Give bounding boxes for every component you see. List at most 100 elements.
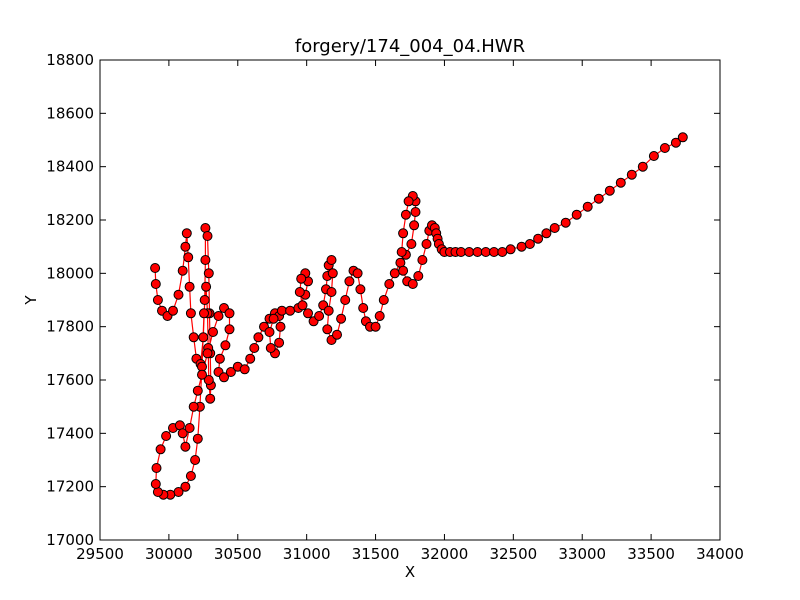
x-tick-label: 33000 <box>558 545 606 563</box>
data-point <box>253 332 264 343</box>
data-point <box>203 268 214 279</box>
x-tick-label: 29500 <box>76 545 124 563</box>
data-point <box>615 177 626 188</box>
data-point <box>264 327 275 337</box>
data-point <box>161 431 172 441</box>
data-point <box>677 132 688 143</box>
data-point <box>183 252 194 263</box>
data-point <box>505 244 516 255</box>
data-marks <box>150 132 688 500</box>
data-point <box>332 329 342 340</box>
y-tick-label: 17600 <box>46 371 94 389</box>
axes-frame <box>99 59 721 541</box>
data-point <box>327 268 338 279</box>
data-point <box>205 393 216 404</box>
data-point <box>200 255 211 265</box>
data-point <box>314 311 325 321</box>
data-point <box>197 369 207 380</box>
data-point <box>285 305 296 316</box>
y-tick-label: 18600 <box>46 104 94 122</box>
data-point <box>249 343 260 353</box>
data-point <box>541 228 552 239</box>
data-point <box>417 255 428 265</box>
data-point <box>192 385 203 396</box>
data-point <box>185 308 196 319</box>
data-point <box>201 281 212 292</box>
y-tick-label: 18000 <box>46 264 94 282</box>
data-point <box>497 247 508 257</box>
data-point <box>173 487 184 497</box>
data-point <box>168 305 178 316</box>
data-point <box>626 169 637 180</box>
x-tick-label: 31500 <box>352 545 400 563</box>
x-tick-label: 32500 <box>489 545 537 563</box>
data-point <box>190 455 201 465</box>
axis-ticks: 29500 30000 30500 31000 31500 32000 32500 33000… <box>46 51 744 563</box>
data-point <box>203 375 214 385</box>
data-point <box>199 295 210 305</box>
data-point <box>150 279 161 289</box>
data-point <box>268 313 279 324</box>
chart-title: forgery/174_004_04.HWR <box>295 36 525 57</box>
y-tick-label: 18800 <box>46 51 94 69</box>
data-point <box>214 353 225 364</box>
data-point <box>637 161 648 172</box>
y-tick-label: 17800 <box>46 318 94 336</box>
data-point <box>152 295 163 305</box>
data-point <box>323 305 334 316</box>
data-point <box>265 343 276 353</box>
data-point <box>276 305 287 316</box>
data-point <box>213 311 224 321</box>
data-point <box>389 268 400 279</box>
data-point <box>659 143 670 153</box>
data-point <box>524 239 535 249</box>
data-point <box>582 201 593 212</box>
data-point <box>456 247 466 257</box>
data-point <box>303 308 313 319</box>
data-point <box>344 276 355 287</box>
data-point <box>480 247 491 257</box>
data-point <box>489 247 499 257</box>
data-point <box>296 273 307 284</box>
data-point <box>472 247 483 257</box>
x-axis-label: X <box>405 563 415 581</box>
data-point <box>604 185 615 196</box>
data-point <box>340 295 351 305</box>
y-tick-label: 17400 <box>46 424 94 442</box>
data-point <box>378 295 389 305</box>
data-point <box>406 239 417 249</box>
data-point <box>181 228 192 239</box>
data-point <box>245 353 256 364</box>
x-tick-label: 34000 <box>696 545 744 563</box>
x-tick-label: 30000 <box>145 545 193 563</box>
y-tick-label: 17000 <box>46 531 94 549</box>
data-point <box>413 271 424 281</box>
data-point <box>188 332 199 343</box>
data-point <box>274 337 285 348</box>
data-point <box>202 348 213 359</box>
y-tick-label: 17200 <box>46 478 94 496</box>
data-point <box>560 217 571 228</box>
x-tick-label: 33500 <box>627 545 675 563</box>
data-point <box>150 263 161 273</box>
data-point <box>384 279 395 289</box>
data-point <box>208 327 218 337</box>
data-point <box>225 367 236 377</box>
data-point <box>180 241 191 252</box>
data-point <box>239 364 250 375</box>
data-point <box>352 268 363 279</box>
data-point <box>336 313 347 324</box>
data-point <box>151 463 162 473</box>
data-point <box>355 284 366 295</box>
data-point <box>407 279 418 289</box>
data-point <box>322 324 333 335</box>
x-tick-label: 31000 <box>283 545 331 563</box>
data-point <box>184 281 195 292</box>
data-point <box>184 423 195 433</box>
data-point <box>370 321 381 332</box>
data-point <box>464 247 475 257</box>
data-point <box>192 433 203 444</box>
data-point <box>155 444 166 455</box>
